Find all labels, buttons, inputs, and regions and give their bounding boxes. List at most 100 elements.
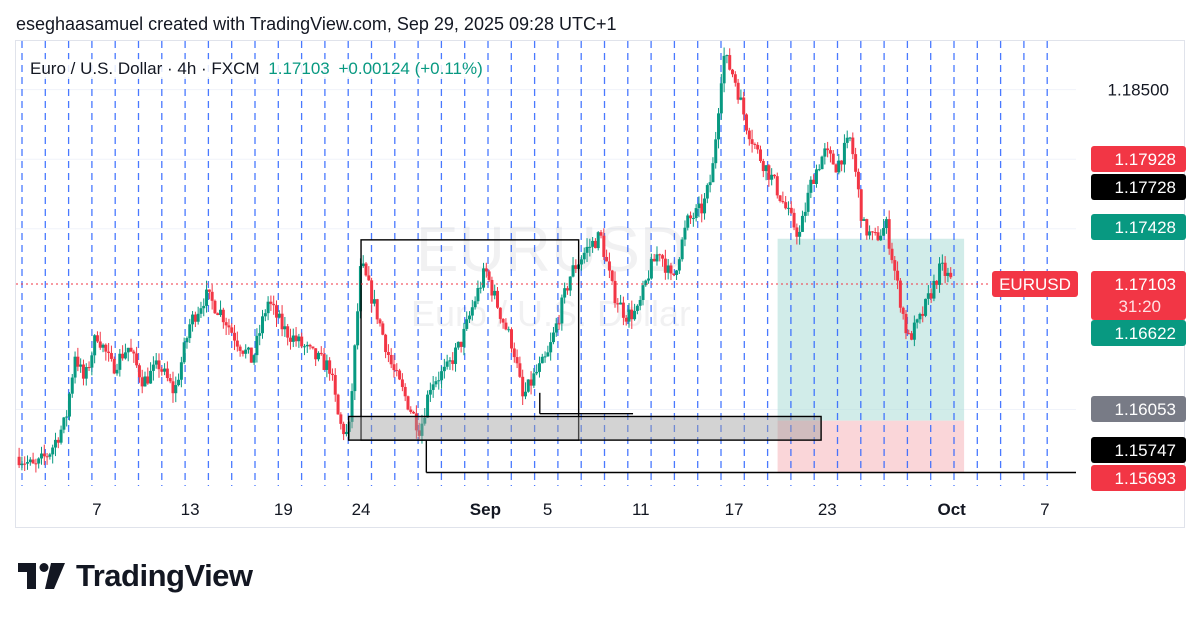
- candle: [395, 363, 399, 377]
- candle-body: [943, 262, 947, 276]
- candle: [283, 316, 287, 337]
- candle-body: [445, 361, 449, 367]
- symbol-legend[interactable]: Euro / U.S. Dollar · 4h · FXCM 1.17103 +…: [28, 59, 485, 79]
- price-tag-label: 1.16622: [1115, 324, 1176, 343]
- candle: [386, 344, 390, 363]
- candle-body: [291, 335, 295, 342]
- candle: [605, 249, 609, 262]
- candle: [414, 405, 418, 439]
- candle: [372, 289, 376, 307]
- candle: [34, 458, 38, 473]
- candle-body: [224, 322, 228, 326]
- candle: [440, 366, 444, 389]
- candle-body: [456, 341, 460, 348]
- candle: [619, 294, 623, 305]
- chart-pane[interactable]: EURUSD Euro / U.S. Dollar 7 13 19 24 Sep 5 11 17 2…: [15, 40, 1186, 529]
- candle-body: [621, 302, 625, 318]
- candle-body: [876, 232, 880, 241]
- candle-body: [717, 113, 721, 140]
- candle: [59, 425, 63, 445]
- candle: [406, 395, 410, 411]
- candle: [221, 307, 225, 329]
- candle: [437, 371, 441, 390]
- candle: [56, 437, 60, 449]
- candle-body: [940, 262, 944, 264]
- candle-body: [188, 324, 192, 339]
- candle: [196, 306, 200, 325]
- candle: [305, 341, 309, 353]
- candle: [258, 324, 262, 346]
- candle-body: [126, 347, 130, 353]
- candle-body: [812, 179, 816, 184]
- candle: [409, 406, 413, 414]
- candle: [484, 262, 488, 278]
- candle: [45, 453, 49, 465]
- candle: [213, 299, 217, 315]
- candle: [389, 348, 393, 369]
- candle: [703, 192, 707, 220]
- candle-body: [81, 364, 85, 379]
- candle-body: [828, 150, 832, 154]
- candle-body: [308, 344, 312, 347]
- candle: [901, 306, 905, 320]
- candle: [462, 322, 466, 356]
- candle: [67, 392, 71, 421]
- time-tick-label: 7: [92, 500, 101, 519]
- candle: [784, 196, 788, 210]
- candle: [515, 349, 519, 369]
- candle-body: [560, 297, 564, 324]
- candle-body: [599, 232, 603, 236]
- candle-body: [868, 231, 872, 236]
- candle-body: [372, 299, 376, 304]
- tradingview-logo[interactable]: TradingView: [18, 558, 253, 594]
- candle: [126, 347, 130, 362]
- candle-body: [817, 169, 821, 171]
- candle: [297, 333, 301, 348]
- candle: [210, 284, 214, 310]
- candle-body: [904, 313, 908, 334]
- candle: [848, 136, 852, 142]
- candle: [364, 262, 368, 277]
- time-tick-label: Oct: [937, 500, 966, 519]
- price-chart[interactable]: EURUSD Euro / U.S. Dollar 7 13 19 24 Sep 5 11 17 2…: [16, 41, 1186, 529]
- candle: [596, 231, 600, 251]
- candle: [509, 327, 513, 353]
- candle-body: [742, 97, 746, 115]
- candle: [747, 127, 751, 146]
- candle-body: [551, 332, 555, 343]
- candle-body: [34, 463, 38, 465]
- candle-body: [669, 265, 673, 274]
- candle-body: [482, 268, 486, 288]
- candle: [856, 168, 860, 198]
- long-position-profit-zone: [777, 238, 965, 421]
- candle-body: [806, 192, 810, 212]
- candle-body: [333, 375, 337, 395]
- candle-body: [644, 280, 648, 286]
- candle: [820, 155, 824, 170]
- candle-body: [512, 348, 516, 358]
- candle-body: [305, 344, 309, 347]
- candle-body: [247, 347, 251, 350]
- candle: [579, 255, 583, 271]
- candle: [219, 300, 223, 317]
- candle-body: [543, 356, 547, 358]
- price-tag-label: 1.17928: [1115, 150, 1176, 169]
- candle: [498, 307, 502, 324]
- candle-body: [689, 215, 693, 219]
- candle: [132, 349, 136, 363]
- candle: [798, 225, 802, 245]
- candle: [722, 47, 726, 93]
- price-tag-bg: [1091, 396, 1186, 422]
- candle-body: [582, 252, 586, 260]
- price-tag-label: 1.15693: [1115, 469, 1176, 488]
- candle: [574, 259, 578, 274]
- candle-body: [165, 368, 169, 379]
- candle: [854, 147, 858, 177]
- candle-body: [319, 352, 323, 355]
- candle: [448, 357, 452, 370]
- candle: [549, 332, 553, 361]
- candle-body: [342, 423, 346, 435]
- candle-body: [283, 326, 287, 330]
- candle: [907, 329, 911, 335]
- candle: [17, 447, 21, 468]
